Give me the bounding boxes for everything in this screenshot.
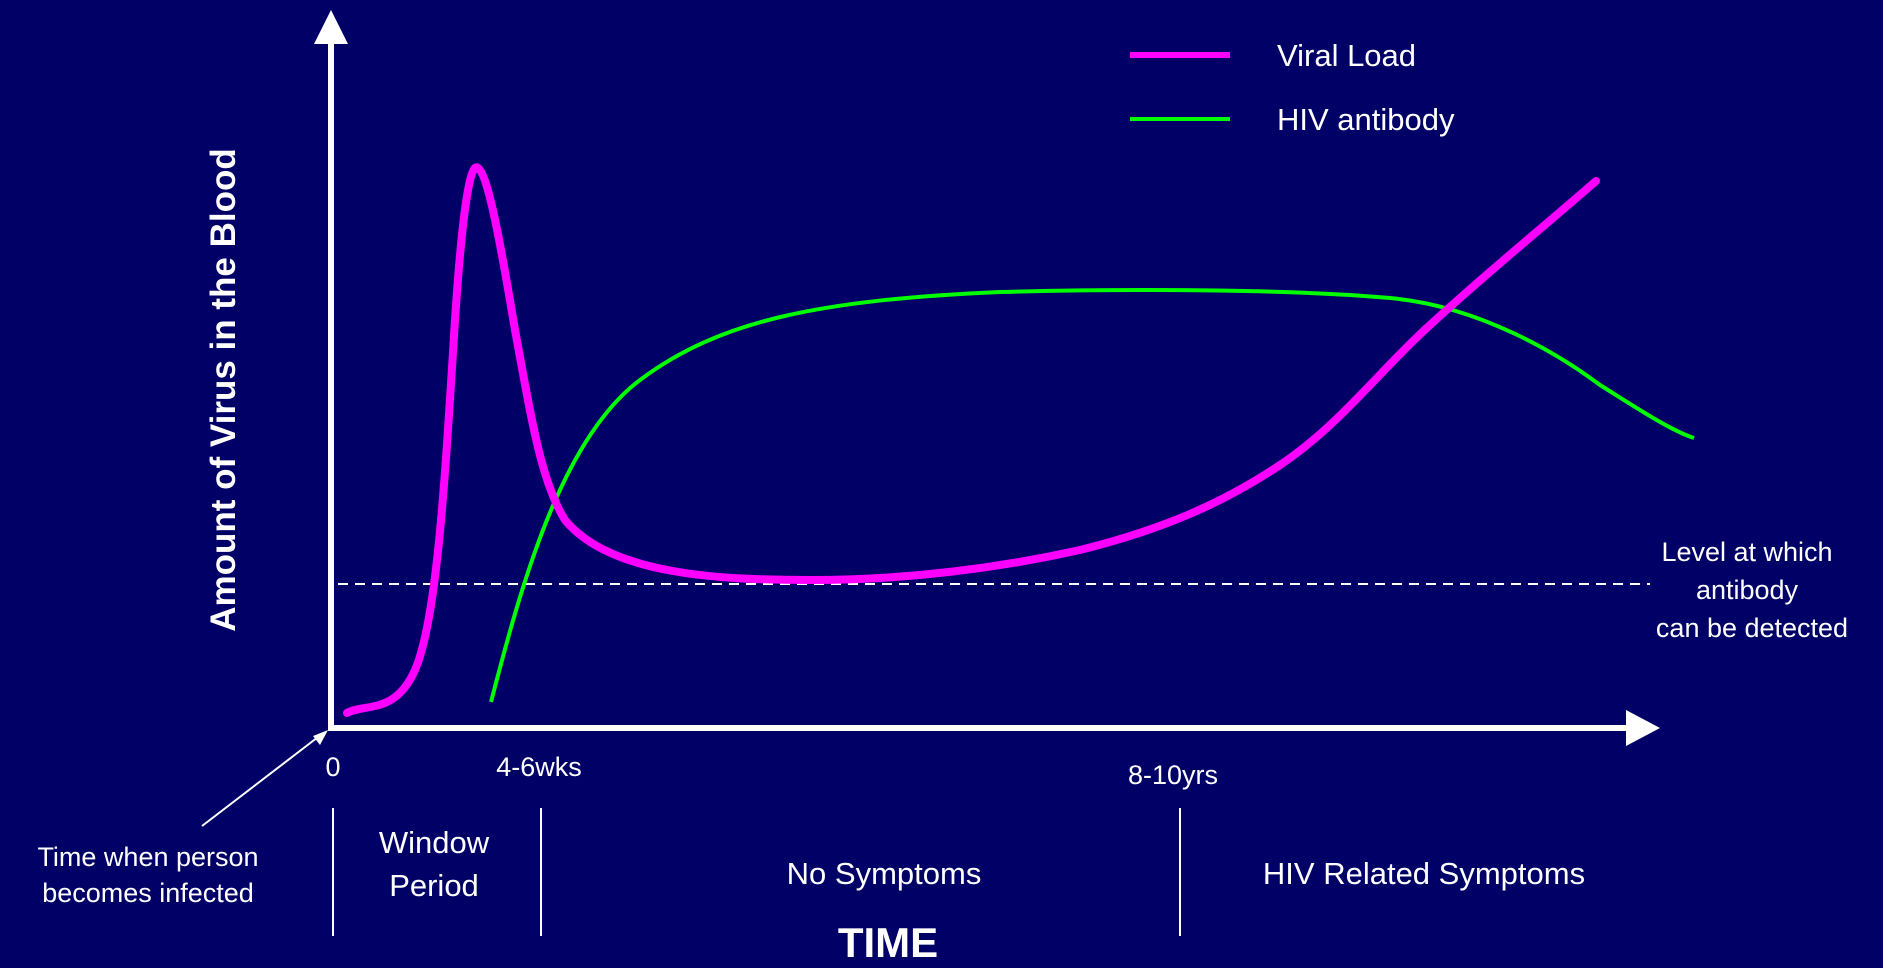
legend: Viral Load HIV antibody	[1130, 38, 1455, 137]
phase-hiv-related-symptoms: HIV Related Symptoms	[1263, 856, 1585, 891]
threshold-note-line-2: antibody	[1696, 575, 1799, 605]
hiv-antibody-curve	[489, 288, 1695, 703]
infection-pointer-line	[201, 733, 323, 827]
axes	[314, 10, 1660, 746]
tick-label-zero: 0	[325, 752, 340, 782]
y-axis-arrowhead	[314, 10, 348, 44]
viral-load-curve	[343, 163, 1600, 717]
phase-no-symptoms: No Symptoms	[787, 856, 982, 891]
x-axis-arrowhead	[1626, 710, 1660, 746]
phase-window-line-2: Period	[389, 868, 479, 903]
x-axis-label: TIME	[838, 919, 938, 963]
phase-window-line-1: Window	[379, 825, 490, 860]
tick-label-weeks: 4-6wks	[496, 752, 582, 782]
threshold-note-line-1: Level at which	[1661, 537, 1832, 567]
tick-label-years: 8-10yrs	[1128, 760, 1218, 790]
infection-note-line-1: Time when person	[37, 842, 258, 872]
legend-label-viral-load: Viral Load	[1277, 38, 1416, 73]
threshold-note-line-3: can be detected	[1656, 613, 1848, 643]
legend-label-antibody: HIV antibody	[1277, 102, 1455, 137]
infection-pointer-arrowhead	[313, 730, 328, 745]
y-axis-label: Amount of Virus in the Blood	[204, 148, 243, 632]
infection-note-line-2: becomes infected	[42, 878, 254, 908]
